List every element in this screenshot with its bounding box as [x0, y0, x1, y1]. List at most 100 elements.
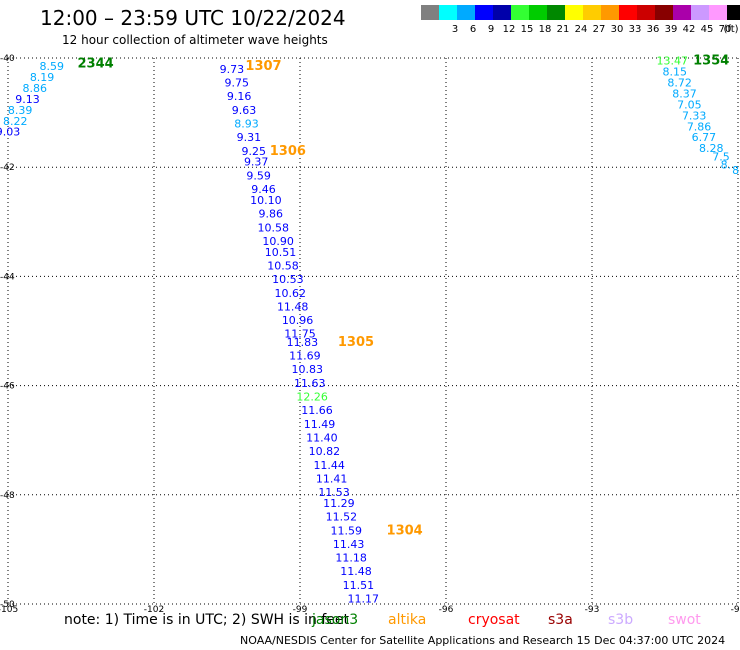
- scale-label-70: 70: [719, 24, 732, 35]
- wave-height-label: 8.28: [699, 142, 724, 155]
- wave-height-label: 8: [732, 164, 739, 177]
- time-label: 1307: [245, 59, 281, 74]
- mission-altika: altika: [388, 612, 427, 628]
- scale-swatch-4: [493, 5, 511, 20]
- scale-swatch-9: [583, 5, 601, 20]
- wave-height-label: 11.44: [313, 459, 345, 472]
- footnote: note: 1) Time is in UTC; 2) SWH is in fe…: [64, 612, 350, 628]
- credit-line: NOAA/NESDIS Center for Satellite Applica…: [240, 634, 726, 647]
- wave-height-label: 6.77: [692, 131, 717, 144]
- mission-swot: swot: [668, 612, 701, 628]
- ytick-label: -48: [0, 491, 15, 501]
- scale-label-42: 42: [683, 24, 696, 35]
- chart-subtitle: 12 hour collection of altimeter wave hei…: [62, 33, 328, 47]
- wave-height-label: 10.53: [272, 273, 304, 286]
- wave-height-label: 10.62: [275, 287, 307, 300]
- scale-swatch-7: [547, 5, 565, 20]
- wave-height-label: 8.15: [662, 66, 687, 79]
- scale-swatch-13: [655, 5, 673, 20]
- scale-label-12: 12: [503, 24, 516, 35]
- wave-height-label: 9.59: [246, 169, 271, 182]
- time-label: 1304: [387, 523, 423, 538]
- wave-height-label: 11.18: [335, 552, 367, 565]
- wave-height-label: 10.58: [257, 221, 289, 234]
- wave-height-label: 10.58: [267, 259, 299, 272]
- mission-s3b: s3b: [608, 612, 634, 628]
- scale-unit-label: (ft): [723, 24, 738, 35]
- xtick-label: -99: [293, 605, 308, 615]
- scale-label-21: 21: [557, 24, 570, 35]
- scale-label-45: 45: [701, 24, 714, 35]
- wave-height-label: 11.29: [323, 497, 355, 510]
- wave-height-label: 8.39: [8, 104, 33, 117]
- scale-label-27: 27: [593, 24, 606, 35]
- time-label: 1306: [270, 144, 306, 159]
- xtick-label: -102: [144, 605, 164, 615]
- wave-height-label: 10.51: [265, 246, 297, 259]
- wave-height-label: 9.03: [0, 126, 20, 139]
- scale-swatch-6: [529, 5, 547, 20]
- wave-height-label: 11.75: [284, 328, 316, 341]
- ytick-label: -40: [0, 54, 15, 64]
- wave-height-color-scale: 3 6 9 12 15 18 21 24 27 30 33 36 39 42 45 70(ft): [421, 5, 740, 35]
- wave-height-label: 11.83: [287, 336, 319, 349]
- ytick-label: -46: [0, 382, 15, 392]
- wave-height-label: 7.86: [687, 120, 712, 133]
- mission-jason3: jason3: [312, 612, 359, 628]
- scale-swatch-11: [619, 5, 637, 20]
- time-label: 1354: [693, 54, 729, 69]
- wave-height-label: 7.33: [682, 109, 707, 122]
- grid-lines: [7, 57, 739, 605]
- wave-height-label: 11.53: [318, 486, 350, 499]
- data-points: 2344 8.598.198.869.138.398.229.03 9.739.75…: [0, 54, 739, 606]
- wave-height-label: 8.72: [667, 77, 692, 90]
- scale-label-15: 15: [521, 24, 534, 35]
- chart-title: 12:00 – 23:59 UTC 10/22/2024: [40, 6, 346, 30]
- wave-height-label: 11.48: [340, 565, 372, 578]
- wave-height-label: 9.73: [220, 63, 245, 76]
- wave-height-label: 8.93: [234, 118, 259, 131]
- wave-height-label: 9.25: [242, 145, 267, 158]
- time-label: 1305: [338, 335, 374, 350]
- scale-label-3: 3: [452, 24, 458, 35]
- wave-height-label: 9.13: [15, 93, 40, 106]
- wave-height-label: 8.: [721, 158, 732, 171]
- scale-swatch-1: [439, 5, 457, 20]
- scale-label-33: 33: [629, 24, 642, 35]
- wave-height-label: 11.66: [301, 404, 333, 417]
- wave-height-label: 9.86: [259, 208, 284, 221]
- wave-height-label: 11.52: [326, 511, 358, 524]
- wave-height-label: 10.82: [309, 445, 341, 458]
- wave-height-label: 10.96: [282, 314, 314, 327]
- wave-height-label: 11.41: [316, 472, 348, 485]
- time-label: 2344: [78, 56, 114, 71]
- xtick-label: -93: [585, 605, 600, 615]
- scale-label-30: 30: [611, 24, 624, 35]
- scale-label-36: 36: [647, 24, 660, 35]
- scale-swatch-12: [637, 5, 655, 20]
- wave-height-label: 8.22: [3, 115, 28, 128]
- wave-height-label: 11.51: [343, 579, 375, 592]
- scale-swatch-10: [601, 5, 619, 20]
- wave-height-label: 8.37: [672, 87, 697, 100]
- scale-swatch-14: [673, 5, 691, 20]
- wave-height-label: 11.69: [289, 350, 321, 363]
- wave-height-label: 11.49: [304, 418, 336, 431]
- series-altika: 9.739.759.169.638.939.319.259.379.599.46…: [220, 59, 423, 605]
- scale-swatch-16: [709, 5, 727, 20]
- scale-swatch-17: [727, 5, 740, 20]
- scale-swatch-2: [457, 5, 475, 20]
- ytick-label: -44: [0, 272, 15, 282]
- wave-height-label: 11.43: [333, 538, 365, 551]
- series-jason3: 2344 8.598.198.869.138.398.229.03: [0, 56, 114, 138]
- wave-height-label: 11.48: [277, 300, 309, 313]
- wave-height-label: 13.47: [657, 55, 689, 68]
- wave-height-label: 9.37: [244, 156, 269, 169]
- ytick-label: -50: [0, 600, 15, 610]
- scale-label-6: 6: [470, 24, 476, 35]
- wave-height-label: 9.46: [251, 183, 276, 196]
- scale-label-9: 9: [488, 24, 494, 35]
- scale-label-18: 18: [539, 24, 552, 35]
- wave-height-label: 11.59: [330, 524, 362, 537]
